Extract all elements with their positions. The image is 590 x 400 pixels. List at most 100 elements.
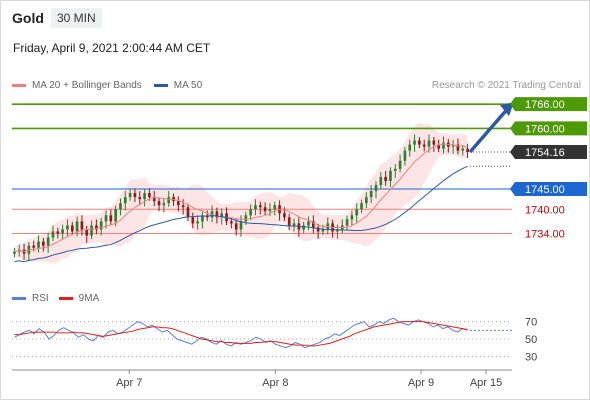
candle-body [162, 203, 166, 206]
candle-body [244, 215, 248, 222]
candle-body [234, 223, 238, 230]
ma20-swatch [12, 84, 26, 87]
rsi-tick-label: 50 [525, 334, 537, 346]
candle-body [345, 219, 349, 226]
level-tag-1760.00 [510, 121, 587, 136]
legend-ma50-label: MA 50 [173, 80, 203, 91]
candle-body [403, 150, 407, 161]
level-label-1754.16: 1754.16 [525, 147, 565, 159]
ma50-line [14, 165, 468, 263]
candle-body [90, 225, 93, 236]
rsi-ma-line [14, 321, 468, 347]
legend-rsi-ma: 9MA [58, 293, 100, 304]
candle-body [70, 225, 74, 232]
candle-body [133, 193, 137, 198]
candle-body [283, 213, 286, 218]
rsi-swatch [12, 297, 26, 300]
candle-body [85, 229, 89, 236]
rsi-tick-label: 30 [525, 351, 537, 363]
candle-body [287, 217, 291, 226]
candle-body [99, 221, 103, 230]
candle-body [316, 227, 320, 232]
level-label-1766.00: 1766.00 [525, 99, 565, 111]
candle-body [437, 144, 440, 149]
candle-body [321, 229, 325, 232]
candle-body [466, 148, 469, 153]
level-label-1740.00: 1740.00 [525, 204, 565, 216]
legend-ma20: MA 20 + Bollinger Bands [12, 80, 142, 91]
level-label-1760.00: 1760.00 [525, 123, 565, 135]
candle-body [258, 205, 262, 208]
candle-body [167, 197, 171, 204]
legend-rsi: RSI [12, 293, 49, 304]
candle-body [95, 225, 98, 230]
price-legend: MA 20 + Bollinger Bands MA 50 [12, 80, 214, 91]
rsi-line [14, 317, 468, 349]
candle-body [42, 241, 45, 246]
level-label-1734.00: 1734.00 [525, 229, 565, 241]
candle-body [220, 213, 224, 218]
candle-body [427, 140, 431, 147]
rsi-legend: RSI 9MA [12, 293, 109, 304]
timeframe-badge[interactable]: 30 MIN [51, 8, 102, 28]
candle-body [413, 140, 416, 145]
legend-rsi-ma-label: 9MA [78, 293, 100, 304]
candle-body [186, 207, 190, 218]
candle-body [196, 221, 199, 224]
x-tick-label: Apr 9 [408, 377, 434, 389]
candle-body [13, 251, 16, 254]
candle-body [201, 215, 204, 222]
level-tag-1766.00 [510, 97, 587, 112]
candle-body [37, 241, 40, 248]
candle-body [418, 140, 421, 145]
candle-body [254, 205, 257, 210]
candle-body [66, 225, 69, 230]
candle-body [32, 245, 36, 248]
candle-body [422, 144, 426, 147]
ma20-line [14, 143, 468, 253]
candle-body [56, 231, 60, 234]
symbol-title: Gold [12, 10, 44, 26]
report-datetime: Friday, April 9, 2021 2:00:44 AM CET [13, 41, 211, 55]
candle-body [408, 144, 412, 151]
candle-body [374, 185, 378, 192]
rsi-ma-swatch [58, 297, 73, 300]
candle-body [350, 215, 354, 220]
candle-body [119, 203, 122, 210]
candle-body [128, 193, 132, 198]
candle-body [143, 193, 146, 200]
candle-body [123, 197, 127, 204]
level-tag-1745.00 [510, 182, 587, 197]
candle-body [384, 176, 387, 181]
candle-body [109, 215, 113, 222]
candle-body [360, 203, 363, 210]
candle-body [157, 201, 161, 206]
candle-body [181, 205, 185, 208]
forecast-arrowhead [500, 102, 514, 117]
candle-body [451, 144, 455, 147]
candle-body [249, 209, 252, 216]
candle-body [389, 170, 392, 181]
candle-body [393, 168, 397, 171]
legend-rsi-label: RSI [32, 293, 49, 304]
candle-body [355, 209, 359, 216]
candle-body [191, 217, 195, 224]
candle-body [268, 209, 272, 212]
candle-body [230, 221, 233, 224]
rsi-tick-label: 70 [525, 317, 537, 329]
candle-body [432, 140, 436, 145]
candle-body [263, 207, 267, 212]
candle-body [61, 229, 64, 234]
x-tick-label: Apr 7 [116, 377, 142, 389]
x-tick-label: Apr 15 [470, 377, 502, 389]
legend-ma50: MA 50 [153, 80, 203, 91]
candle-body [114, 209, 117, 222]
candle-body [138, 197, 142, 200]
credit-text: Research © 2021 Trading Central [431, 80, 581, 91]
forecast-arrow [468, 106, 511, 154]
candle-body [302, 225, 305, 230]
candle-body [311, 221, 315, 228]
candle-body [398, 160, 402, 169]
bollinger-band [14, 122, 468, 264]
